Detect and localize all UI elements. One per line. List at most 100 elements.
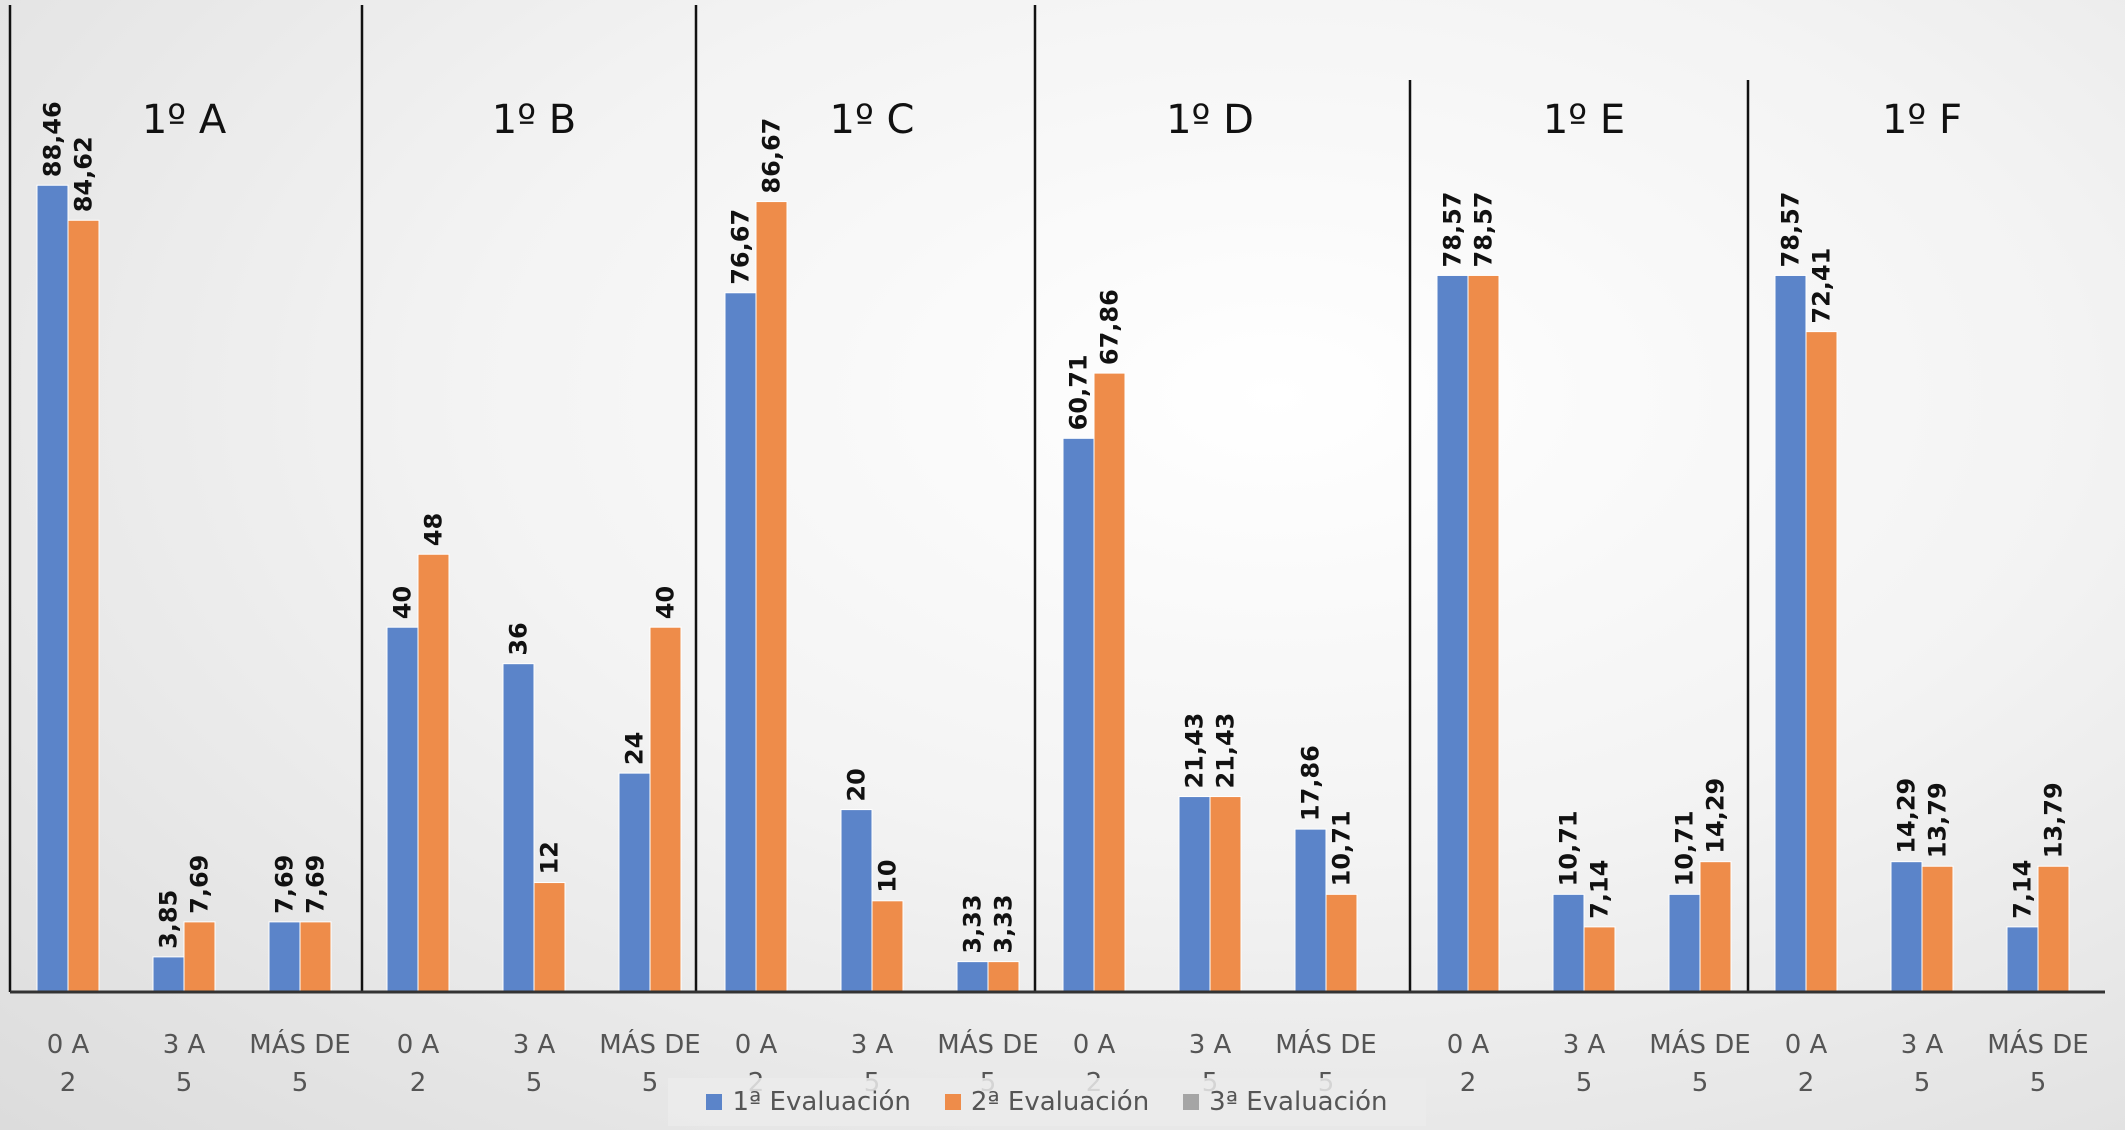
bar-series-2 — [1209, 796, 1242, 993]
data-label: 21,43 — [1181, 713, 1209, 789]
data-label: 78,57 — [1777, 192, 1805, 268]
legend-swatch-series-2 — [944, 1094, 961, 1110]
data-label: 88,46 — [39, 101, 67, 177]
group-title: 1º F — [1882, 97, 1962, 143]
legend-item-series-3: 3ª Evaluación — [1183, 1087, 1388, 1117]
data-label: 3,33 — [990, 894, 1018, 953]
bar-series-1 — [1774, 274, 1807, 993]
data-label: 3,85 — [155, 890, 183, 949]
bar-series-1 — [2006, 926, 2039, 993]
data-label: 86,67 — [758, 118, 786, 194]
bar-series-2 — [1325, 893, 1358, 993]
data-label: 40 — [389, 586, 417, 619]
data-label: 78,57 — [1470, 192, 1498, 268]
bar-series-2 — [417, 553, 450, 993]
data-label: 67,86 — [1096, 289, 1124, 365]
bar-series-2 — [1093, 372, 1126, 993]
data-label: 7,69 — [186, 855, 214, 914]
bar-series-2 — [67, 219, 100, 993]
bar-series-2 — [987, 961, 1020, 993]
bar-series-2 — [1467, 274, 1500, 993]
data-label: 14,29 — [1702, 778, 1730, 854]
data-label: 10,71 — [1328, 810, 1356, 886]
bar-series-2 — [1583, 926, 1616, 993]
data-label: 76,67 — [727, 209, 755, 285]
legend-label-series-3: 3ª Evaluación — [1209, 1087, 1388, 1117]
group-title: 1º D — [1166, 97, 1254, 143]
legend-swatch-series-1 — [706, 1094, 723, 1110]
bar-series-1 — [1668, 893, 1701, 993]
bar-series-2 — [755, 201, 788, 993]
bar-series-2 — [649, 626, 682, 993]
data-label: 3,33 — [959, 894, 987, 953]
data-label: 24 — [621, 732, 649, 765]
data-label: 17,86 — [1297, 745, 1325, 821]
bar-series-1 — [386, 626, 419, 993]
legend-item-series-2: 2ª Evaluación — [944, 1087, 1150, 1117]
group-title: 1º B — [492, 97, 576, 143]
bar-series-2 — [2037, 865, 2070, 993]
bar-series-2 — [299, 921, 332, 993]
data-label: 48 — [420, 513, 448, 546]
bar-series-1 — [1178, 796, 1211, 993]
legend-label-series-1: 1ª Evaluación — [732, 1087, 911, 1117]
bar-series-1 — [152, 956, 185, 993]
data-label: 72,41 — [1808, 248, 1836, 324]
bar-series-2 — [183, 921, 216, 993]
legend-label-series-2: 2ª Evaluación — [970, 1087, 1150, 1117]
bar-series-1 — [1294, 828, 1327, 993]
data-label: 12 — [536, 841, 564, 874]
bar-series-1 — [956, 961, 989, 993]
data-label: 40 — [652, 586, 680, 619]
data-label: 20 — [843, 768, 871, 801]
data-label: 21,43 — [1212, 713, 1240, 789]
bar-series-1 — [268, 921, 301, 993]
bar-series-1 — [1552, 893, 1585, 993]
data-label: 7,14 — [1586, 860, 1614, 919]
data-label: 7,69 — [271, 855, 299, 914]
data-label: 36 — [505, 622, 533, 655]
bar-series-1 — [1062, 437, 1095, 993]
group-title: 1º C — [830, 97, 915, 143]
group-title: 1º E — [1543, 97, 1625, 143]
bar-series-1 — [502, 663, 535, 993]
data-label: 7,69 — [302, 855, 330, 914]
bar-series-2 — [871, 900, 904, 993]
bar-series-1 — [36, 184, 69, 993]
data-label: 10,71 — [1671, 810, 1699, 886]
bar-series-2 — [1921, 865, 1954, 993]
bar-series-1 — [840, 809, 873, 993]
data-label: 13,79 — [1924, 782, 1952, 858]
bar-series-2 — [1699, 861, 1732, 993]
legend-swatch-series-3 — [1183, 1094, 1200, 1110]
data-label: 84,62 — [70, 136, 98, 212]
bar-series-1 — [1890, 861, 1923, 993]
bar-series-2 — [533, 882, 566, 993]
data-label: 10 — [874, 859, 902, 892]
bar-series-1 — [724, 292, 757, 993]
data-label: 14,29 — [1893, 778, 1921, 854]
bar-series-1 — [618, 772, 651, 993]
bar-series-2 — [1805, 331, 1838, 993]
data-label: 7,14 — [2009, 860, 2037, 919]
data-label: 78,57 — [1439, 192, 1467, 268]
data-label: 13,79 — [2040, 782, 2068, 858]
group-title: 1º A — [142, 97, 227, 143]
chart-legend: 1ª Evaluación 2ª Evaluación 3ª Evaluació… — [668, 1078, 1426, 1126]
legend-item-series-1: 1ª Evaluación — [706, 1087, 911, 1117]
bar-series-1 — [1436, 274, 1469, 993]
data-label: 60,71 — [1065, 354, 1093, 430]
